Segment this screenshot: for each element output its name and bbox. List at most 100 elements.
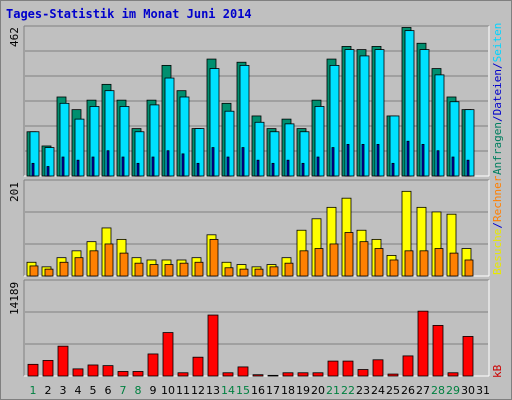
bar-kb-day-11 [177,372,189,377]
day-label-17: 17 [266,384,280,397]
bar-kb-day-9 [147,353,159,377]
bar-kb-day-7 [117,371,129,377]
day-label-12: 12 [191,384,205,397]
bar-seiten-day-12 [194,128,205,177]
bar-dateien-day-30 [466,159,470,177]
bar-dateien-day-10 [166,150,170,177]
bar-rechner-day-28 [434,248,444,277]
bar-kb-day-10 [162,332,174,377]
bar-dateien-day-29 [451,156,455,177]
bar-seiten-day-5 [89,106,100,177]
bar-rechner-day-18 [284,262,294,277]
bar-kb-day-15 [237,366,249,377]
bar-dateien-day-11 [181,153,185,177]
day-label-2: 2 [45,384,52,397]
day-label-8: 8 [135,384,142,397]
bar-seiten-day-9 [149,104,160,177]
bar-dateien-day-26 [406,140,410,177]
bar-rechner-day-16 [254,268,264,277]
bar-seiten-day-23 [359,55,370,177]
bar-seiten-day-10 [164,77,175,177]
bar-rechner-day-14 [224,267,234,277]
day-label-27: 27 [416,384,430,397]
bar-dateien-day-24 [376,143,380,177]
day-label-3: 3 [60,384,67,397]
day-label-29: 29 [446,384,460,397]
bar-seiten-day-14 [224,110,235,177]
bar-kb-day-12 [192,356,204,377]
bar-dateien-day-17 [271,162,275,177]
day-label-23: 23 [356,384,370,397]
bar-kb-day-1 [27,363,39,377]
chart-title: Tages-Statistik im Monat Juni 2014 [6,7,252,21]
bar-rechner-day-2 [44,268,54,277]
bar-rechner-day-17 [269,266,279,277]
bar-seiten-day-13 [209,68,220,177]
bar-kb-day-14 [222,372,234,377]
bar-kb-day-2 [42,360,54,377]
bar-kb-day-29 [447,372,459,377]
bar-seiten-day-1 [29,131,40,177]
day-label-18: 18 [281,384,295,397]
day-label-10: 10 [161,384,175,397]
bar-rechner-day-11 [179,262,189,277]
bar-seiten-day-20 [314,106,325,177]
day-label-1: 1 [30,384,37,397]
bar-dateien-day-13 [211,147,215,177]
bar-dateien-day-18 [286,159,290,177]
bar-dateien-day-23 [361,143,365,177]
day-label-14: 14 [221,384,235,397]
bar-dateien-day-16 [256,159,260,177]
bar-seiten-day-30 [464,109,475,177]
bar-dateien-day-21 [331,147,335,177]
bar-rechner-day-21 [329,243,339,277]
bar-seiten-day-4 [74,118,85,177]
bar-kb-day-13 [207,314,219,377]
bar-dateien-day-22 [346,143,350,177]
day-label-15: 15 [236,384,250,397]
bar-kb-day-3 [57,345,69,377]
bar-dateien-day-1 [31,162,35,177]
day-label-19: 19 [296,384,310,397]
bar-rechner-day-20 [314,248,324,277]
bar-kb-day-19 [297,372,309,377]
bar-rechner-day-1 [29,265,39,277]
day-label-7: 7 [120,384,127,397]
day-label-6: 6 [105,384,112,397]
bar-kb-day-6 [102,365,114,377]
bar-rechner-day-6 [104,243,114,277]
day-label-30: 30 [461,384,475,397]
bar-rechner-day-9 [149,264,159,277]
day-label-22: 22 [341,384,355,397]
bar-dateien-day-4 [76,159,80,177]
bar-kb-day-25 [387,373,399,377]
bar-rechner-day-30 [464,259,474,277]
bar-dateien-day-19 [301,162,305,177]
day-label-31: 31 [476,384,490,397]
bar-seiten-day-25 [389,115,400,177]
bar-rechner-day-4 [74,257,84,277]
bar-seiten-day-11 [179,96,190,177]
bar-kb-day-26 [402,355,414,377]
bar-dateien-day-25 [391,162,395,177]
bar-kb-day-30 [462,336,474,377]
day-label-11: 11 [176,384,190,397]
day-label-20: 20 [311,384,325,397]
bar-dateien-day-5 [91,156,95,177]
day-label-26: 26 [401,384,415,397]
bar-rechner-day-22 [344,232,354,277]
bar-rechner-day-26 [404,250,414,277]
day-label-9: 9 [150,384,157,397]
bar-seiten-day-15 [239,64,250,177]
bar-seiten-day-17 [269,131,280,177]
bar-rechner-day-10 [164,264,174,277]
bar-seiten-day-22 [344,49,355,177]
bar-rechner-day-3 [59,261,69,277]
bar-seiten-day-24 [374,49,385,177]
bar-kb-day-28 [432,325,444,377]
day-label-25: 25 [386,384,400,397]
bar-dateien-day-3 [61,156,65,177]
bar-seiten-day-7 [119,106,130,177]
bar-rechner-day-29 [449,252,459,277]
